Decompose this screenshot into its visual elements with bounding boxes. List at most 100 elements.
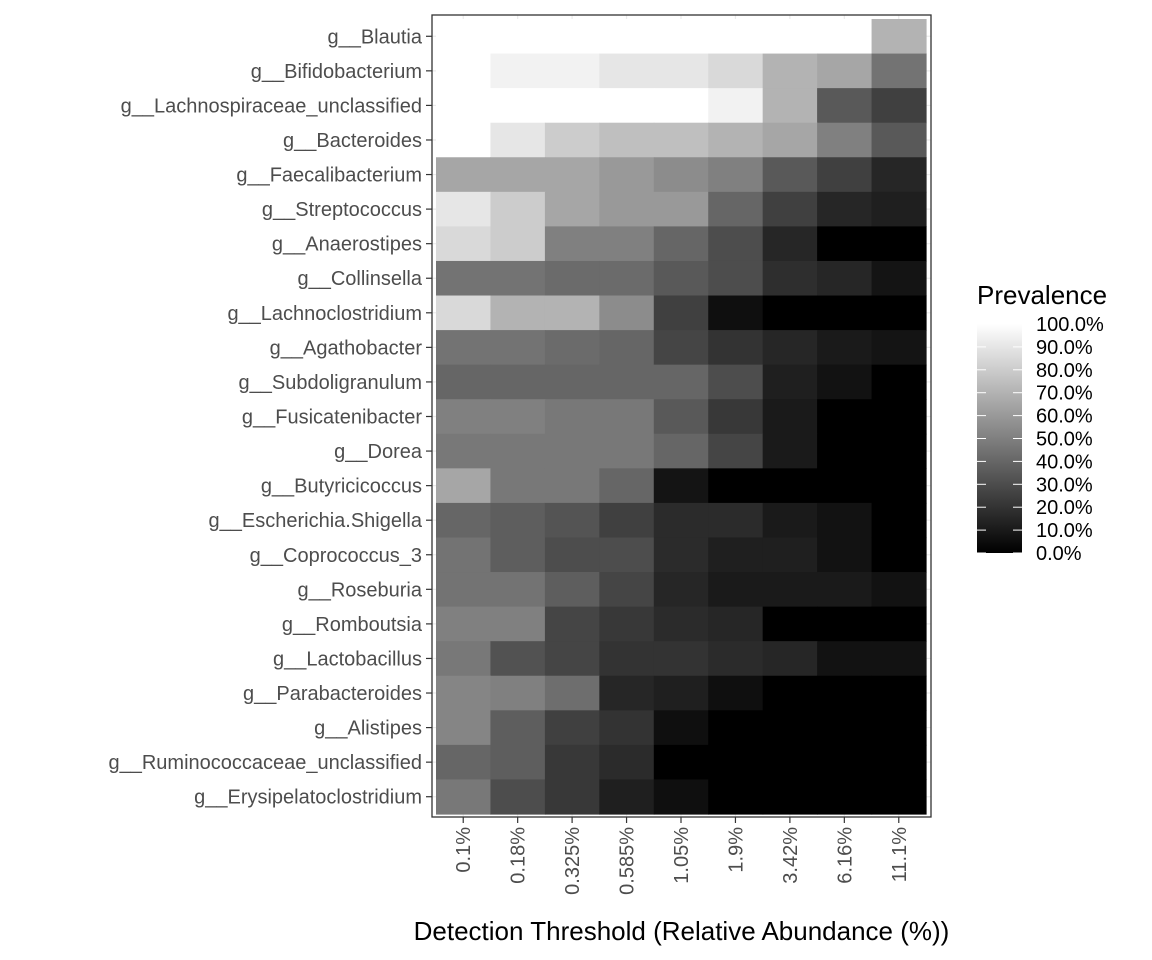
legend-ticks: 100.0%90.0%80.0%70.0%60.0%50.0%40.0%30.0…: [977, 314, 1104, 565]
heatmap-tiles: [436, 19, 927, 815]
heatmap-tile: [599, 330, 655, 366]
heatmap-tile: [436, 53, 492, 89]
heatmap-tile: [708, 191, 764, 227]
heatmap-tile: [871, 606, 927, 642]
heatmap-tile: [653, 779, 709, 815]
heatmap-tile: [708, 330, 764, 366]
y-tick-label: g__Agathobacter: [270, 337, 423, 359]
y-tick-label: g__Bifidobacterium: [251, 61, 422, 83]
heatmap-tile: [817, 606, 873, 642]
heatmap-tile: [871, 675, 927, 711]
y-tick-label: g__Anaerostipes: [272, 234, 422, 256]
heatmap-tile: [436, 295, 492, 331]
heatmap-tile: [490, 295, 546, 331]
heatmap-tile: [817, 226, 873, 262]
heatmap-tile: [708, 572, 764, 608]
y-tick-label: g__Butyricicoccus: [261, 476, 422, 498]
heatmap-tile: [871, 744, 927, 781]
heatmap-tile: [544, 295, 600, 331]
heatmap-tile: [653, 537, 709, 573]
heatmap-tile: [599, 399, 655, 435]
y-tick-label: g__Coprococcus_3: [250, 545, 422, 567]
heatmap-tile: [871, 502, 927, 539]
y-tick-label: g__Alistipes: [314, 718, 422, 740]
y-tick-label: g__Collinsella: [297, 268, 422, 290]
heatmap-tile: [653, 502, 709, 539]
heatmap-tile: [599, 122, 655, 158]
heatmap-tile: [762, 53, 818, 89]
heatmap-tile: [544, 433, 600, 469]
heatmap-tile: [708, 710, 764, 746]
heatmap-tile: [653, 19, 709, 55]
heatmap-tile: [817, 19, 873, 55]
heatmap-tile: [599, 19, 655, 55]
legend-tick-label: 30.0%: [1036, 474, 1093, 496]
heatmap-tile: [653, 744, 709, 781]
heatmap-tile: [871, 19, 927, 55]
heatmap-tile: [817, 710, 873, 746]
heatmap-tile: [871, 399, 927, 435]
heatmap-tile: [490, 330, 546, 366]
heatmap-tile: [436, 433, 492, 469]
heatmap-tile: [708, 122, 764, 158]
heatmap-tile: [762, 399, 818, 435]
x-tick-label: 11.1%: [889, 827, 911, 882]
heatmap-tile: [599, 744, 655, 781]
heatmap-tile: [544, 537, 600, 573]
heatmap-tile: [653, 157, 709, 193]
legend-tick-label: 20.0%: [1036, 497, 1093, 519]
heatmap-tile: [708, 502, 764, 539]
heatmap-tile: [653, 710, 709, 746]
heatmap-tile: [490, 537, 546, 573]
heatmap-tile: [762, 675, 818, 711]
heatmap-tile: [490, 157, 546, 193]
heatmap-tile: [708, 641, 764, 677]
legend: Prevalence 100.0%90.0%80.0%70.0%60.0%50.…: [977, 280, 1107, 565]
heatmap-tile: [817, 468, 873, 504]
heatmap-tile: [653, 260, 709, 297]
heatmap-tile: [708, 433, 764, 469]
heatmap-tile: [436, 779, 492, 815]
heatmap-tile: [653, 364, 709, 400]
heatmap-tile: [653, 572, 709, 608]
heatmap-tile: [817, 122, 873, 158]
heatmap-tile: [490, 468, 546, 504]
legend-tick-label: 80.0%: [1036, 360, 1093, 382]
heatmap-tile: [490, 191, 546, 227]
heatmap-tile: [436, 710, 492, 746]
heatmap-tile: [871, 226, 927, 262]
legend-tick-label: 10.0%: [1036, 520, 1093, 542]
heatmap-tile: [436, 260, 492, 297]
x-tick-label: 0.18%: [508, 827, 530, 884]
heatmap-tile: [599, 191, 655, 227]
heatmap-tile: [436, 226, 492, 262]
legend-tick-label: 50.0%: [1036, 429, 1093, 451]
heatmap-tile: [817, 572, 873, 608]
heatmap-tile: [762, 122, 818, 158]
x-tick-label: 3.42%: [780, 827, 802, 884]
heatmap-tile: [436, 88, 492, 124]
heatmap-tile: [817, 260, 873, 297]
heatmap-tile: [599, 710, 655, 746]
heatmap-tile: [762, 295, 818, 331]
heatmap-tile: [871, 572, 927, 608]
heatmap-tile: [871, 260, 927, 297]
y-tick-label: g__Romboutsia: [282, 614, 423, 636]
heatmap-tile: [490, 779, 546, 815]
heatmap-tile: [708, 88, 764, 124]
heatmap-tile: [653, 675, 709, 711]
y-tick-label: g__Roseburia: [297, 579, 422, 601]
heatmap-tile: [653, 191, 709, 227]
heatmap-tile: [708, 157, 764, 193]
heatmap-tile: [708, 399, 764, 435]
heatmap-tile: [817, 88, 873, 124]
heatmap-tile: [653, 641, 709, 677]
heatmap-tile: [871, 779, 927, 815]
heatmap-tile: [599, 260, 655, 297]
heatmap-tile: [490, 364, 546, 400]
heatmap-tile: [490, 675, 546, 711]
y-tick-label: g__Streptococcus: [262, 199, 422, 221]
heatmap-tile: [653, 122, 709, 158]
heatmap-tile: [599, 502, 655, 539]
legend-title: Prevalence: [977, 280, 1107, 310]
